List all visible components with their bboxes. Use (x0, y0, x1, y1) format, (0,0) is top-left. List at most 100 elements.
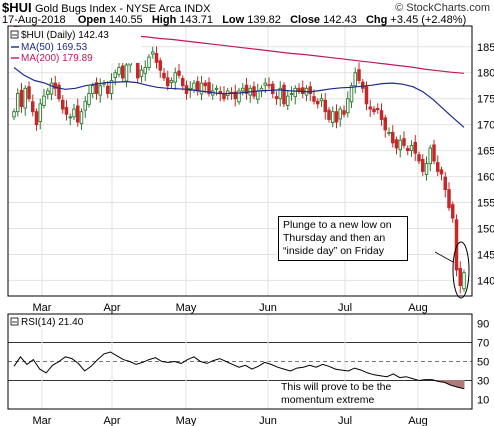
price-y-ticks: 140 145 150 155 160 165 170 175 180 185 (477, 42, 494, 288)
candle-body (98, 85, 102, 96)
candle-body (124, 64, 129, 82)
candle-body (83, 100, 87, 111)
price-y-tick-label: 140 (477, 275, 494, 287)
candle-body (447, 189, 451, 209)
ma50-line (13, 67, 465, 128)
rsi-x-tick-label: Aug (408, 415, 428, 426)
rsi-y-tick-label: 10 (477, 395, 489, 407)
rsi-legend: RSI(14) 21.40 (9, 315, 84, 329)
stockcharts-brand: © StockCharts.com (395, 2, 490, 14)
candle-body (46, 90, 50, 95)
rsi-y-tick-label: 90 (477, 319, 489, 331)
price-y-tick-label: 160 (477, 172, 494, 184)
candle-body (256, 90, 260, 100)
candle-body (282, 84, 286, 105)
candle-body (346, 98, 350, 114)
rsi-y-tick-label: 50 (477, 357, 489, 369)
quote-line: 17-Aug-2018 Open 140.55 High 143.71 Low … (2, 14, 466, 26)
rsi-x-tick-label: Jul (338, 415, 352, 426)
high-value: 143.71 (179, 14, 214, 26)
candle-body (180, 77, 185, 87)
candle-body (301, 87, 305, 94)
candle-body (27, 86, 31, 100)
candle-body (237, 90, 241, 103)
candle-body (376, 108, 380, 111)
candle-body (267, 84, 271, 87)
candle-body (327, 109, 331, 120)
candle-body (402, 138, 406, 146)
rsi-y-ticks: 10 30 50 70 90 (477, 319, 489, 407)
quote-date: 17-Aug-2018 (2, 14, 66, 26)
rsi-x-tick-label: Mar (33, 415, 52, 426)
candle-body (38, 103, 43, 122)
candle-body (207, 82, 211, 94)
rsi-line (13, 351, 465, 390)
candle-body (432, 144, 436, 162)
candle-body (87, 93, 91, 105)
index-name: Gold Bugs Index - NYSE Arca INDX (34, 3, 211, 15)
candle-body (387, 131, 391, 134)
momentum-annotation: This will prove to be the momentum extre… (278, 381, 405, 407)
price-x-tick-label: Jun (259, 302, 277, 314)
candle-body (53, 82, 58, 89)
rsi-panel-frame (7, 313, 473, 410)
candle-body (443, 176, 448, 191)
candle-body (177, 70, 181, 76)
candle-body (162, 72, 166, 79)
price-y-tick-label: 155 (477, 198, 494, 210)
price-y-tick-label: 150 (477, 224, 494, 236)
price-x-ticks: Mar Apr May Jun Jul Aug (33, 302, 428, 314)
legend-rsi: RSI(14) 21.40 (21, 317, 84, 328)
candle-body (421, 158, 425, 172)
candle-body (72, 108, 76, 118)
price-y-tick-label: 180 (477, 68, 494, 80)
high-label: High (151, 14, 177, 26)
price-x-tick-label: Mar (33, 302, 52, 314)
rsi-y-tick-label: 70 (477, 338, 489, 350)
plunge-pointer (434, 251, 454, 263)
candle-body (424, 163, 429, 175)
candle-body (331, 111, 335, 124)
candle-body (353, 72, 358, 87)
candle-body (42, 95, 46, 106)
candle-body (117, 67, 121, 75)
candle-body (34, 111, 39, 126)
candle-body (75, 105, 80, 123)
legend-price: $HUI (Daily) 142.43 (21, 30, 109, 41)
candle-body (19, 89, 24, 107)
momentum-note-line-1: This will prove to be the (281, 381, 392, 393)
candle-body (323, 99, 328, 113)
candle-body (297, 87, 301, 92)
candle-body (368, 106, 373, 110)
price-x-tick-label: May (176, 302, 197, 314)
candle-body (394, 139, 399, 149)
candle-body (61, 99, 65, 110)
candle-body (409, 144, 414, 152)
candle-body (199, 82, 204, 95)
candle-body (135, 60, 140, 79)
candle-body (428, 147, 433, 165)
candle-body (79, 111, 84, 125)
candle-body (31, 101, 35, 113)
candle-body (105, 85, 110, 94)
candle-body (68, 116, 72, 119)
candle-body (312, 96, 316, 102)
candle-body (286, 95, 290, 106)
candle-body (436, 162, 440, 172)
price-y-tick-label: 185 (477, 42, 494, 54)
rsi-x-tick-label: May (176, 415, 197, 426)
price-legend: $HUI (Daily) 142.43 MA(50) 169.53 MA(200… (9, 27, 141, 64)
candle-body (361, 81, 365, 89)
candle-body (165, 77, 170, 87)
price-x-tick-label: Jul (338, 302, 352, 314)
price-y-tick-label: 145 (477, 249, 494, 261)
candle-body (462, 272, 466, 290)
candle-body (274, 96, 279, 100)
candle-body (263, 82, 268, 86)
candle-body (458, 268, 463, 287)
candle-body (154, 53, 159, 63)
candle-body (338, 108, 343, 120)
price-y-tick-label: 170 (477, 120, 494, 132)
candle-body (57, 84, 61, 100)
